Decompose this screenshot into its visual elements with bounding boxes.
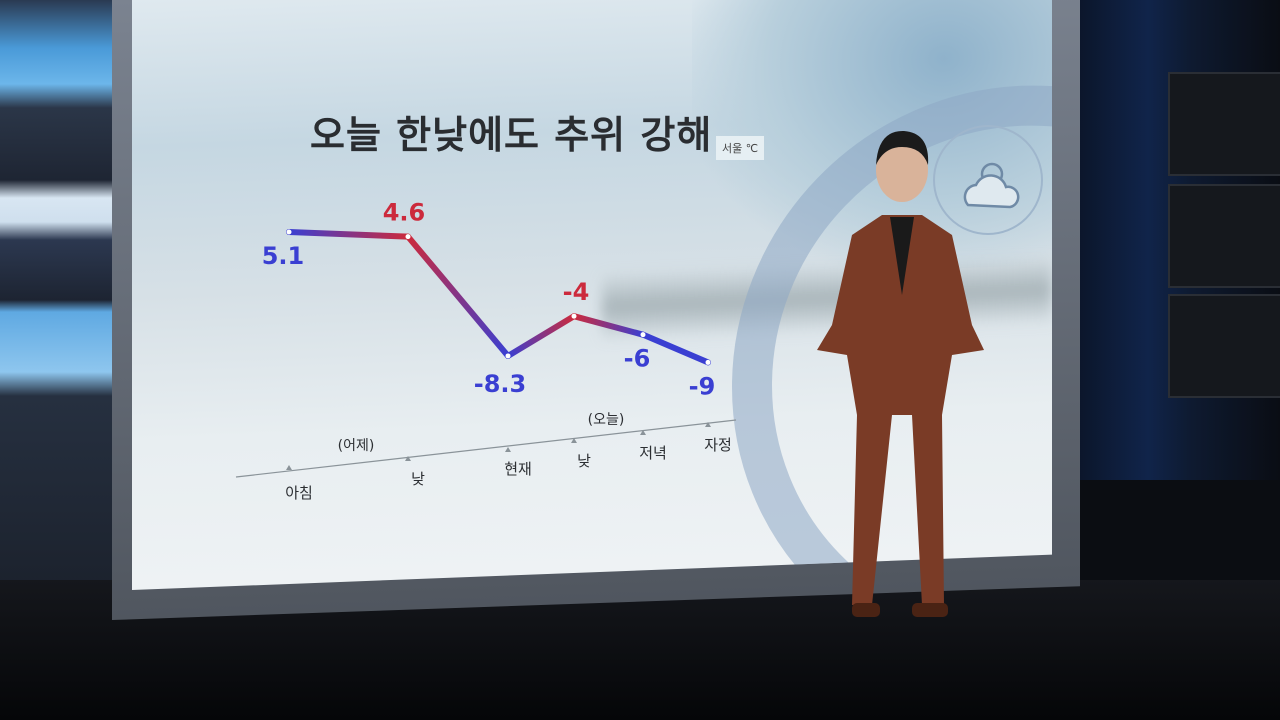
- data-label: 4.6: [383, 199, 426, 227]
- line-segment: [405, 233, 511, 359]
- data-label: -4: [563, 278, 590, 306]
- line-segment: [571, 313, 646, 338]
- presenter: [817, 130, 984, 617]
- x-tick: [705, 422, 711, 427]
- data-point: [640, 332, 646, 338]
- data-label: -8.3: [474, 370, 526, 398]
- x-tick-label: 낮: [411, 470, 425, 488]
- x-tick-label: 낮: [577, 452, 591, 470]
- x-tick: [405, 456, 411, 461]
- x-axis-line: [235, 419, 737, 478]
- studio-monitor: [1168, 184, 1280, 288]
- group-label: (오늘): [588, 412, 625, 428]
- x-tick: [640, 430, 646, 435]
- data-point: [705, 359, 711, 365]
- x-tick-label: 저녁: [639, 444, 667, 462]
- data-point: [286, 229, 292, 235]
- line-segment: [286, 229, 411, 240]
- x-tick-label: 자정: [704, 436, 732, 454]
- data-label: 5.1: [262, 242, 305, 270]
- x-tick: [571, 438, 577, 443]
- line-segment: [640, 331, 711, 366]
- data-point: [505, 353, 511, 359]
- data-point: [405, 234, 411, 240]
- data-label: -9: [689, 372, 716, 400]
- data-label: -6: [624, 345, 651, 373]
- line-segment: [505, 313, 577, 359]
- unit-label: 서울 ℃: [716, 136, 765, 160]
- studio-monitor: [1168, 294, 1280, 398]
- x-tick: [286, 465, 292, 470]
- x-tick: [505, 447, 511, 452]
- x-tick-label: 아침: [285, 484, 313, 502]
- weather-cloud-sun-icon: [933, 125, 1043, 235]
- group-label: (어제): [338, 438, 375, 454]
- chart-title: 오늘 한낮에도 추위 강해: [310, 113, 713, 157]
- data-point: [571, 313, 577, 319]
- studio-monitor: [1168, 72, 1280, 176]
- x-tick-label: 현재: [504, 460, 532, 478]
